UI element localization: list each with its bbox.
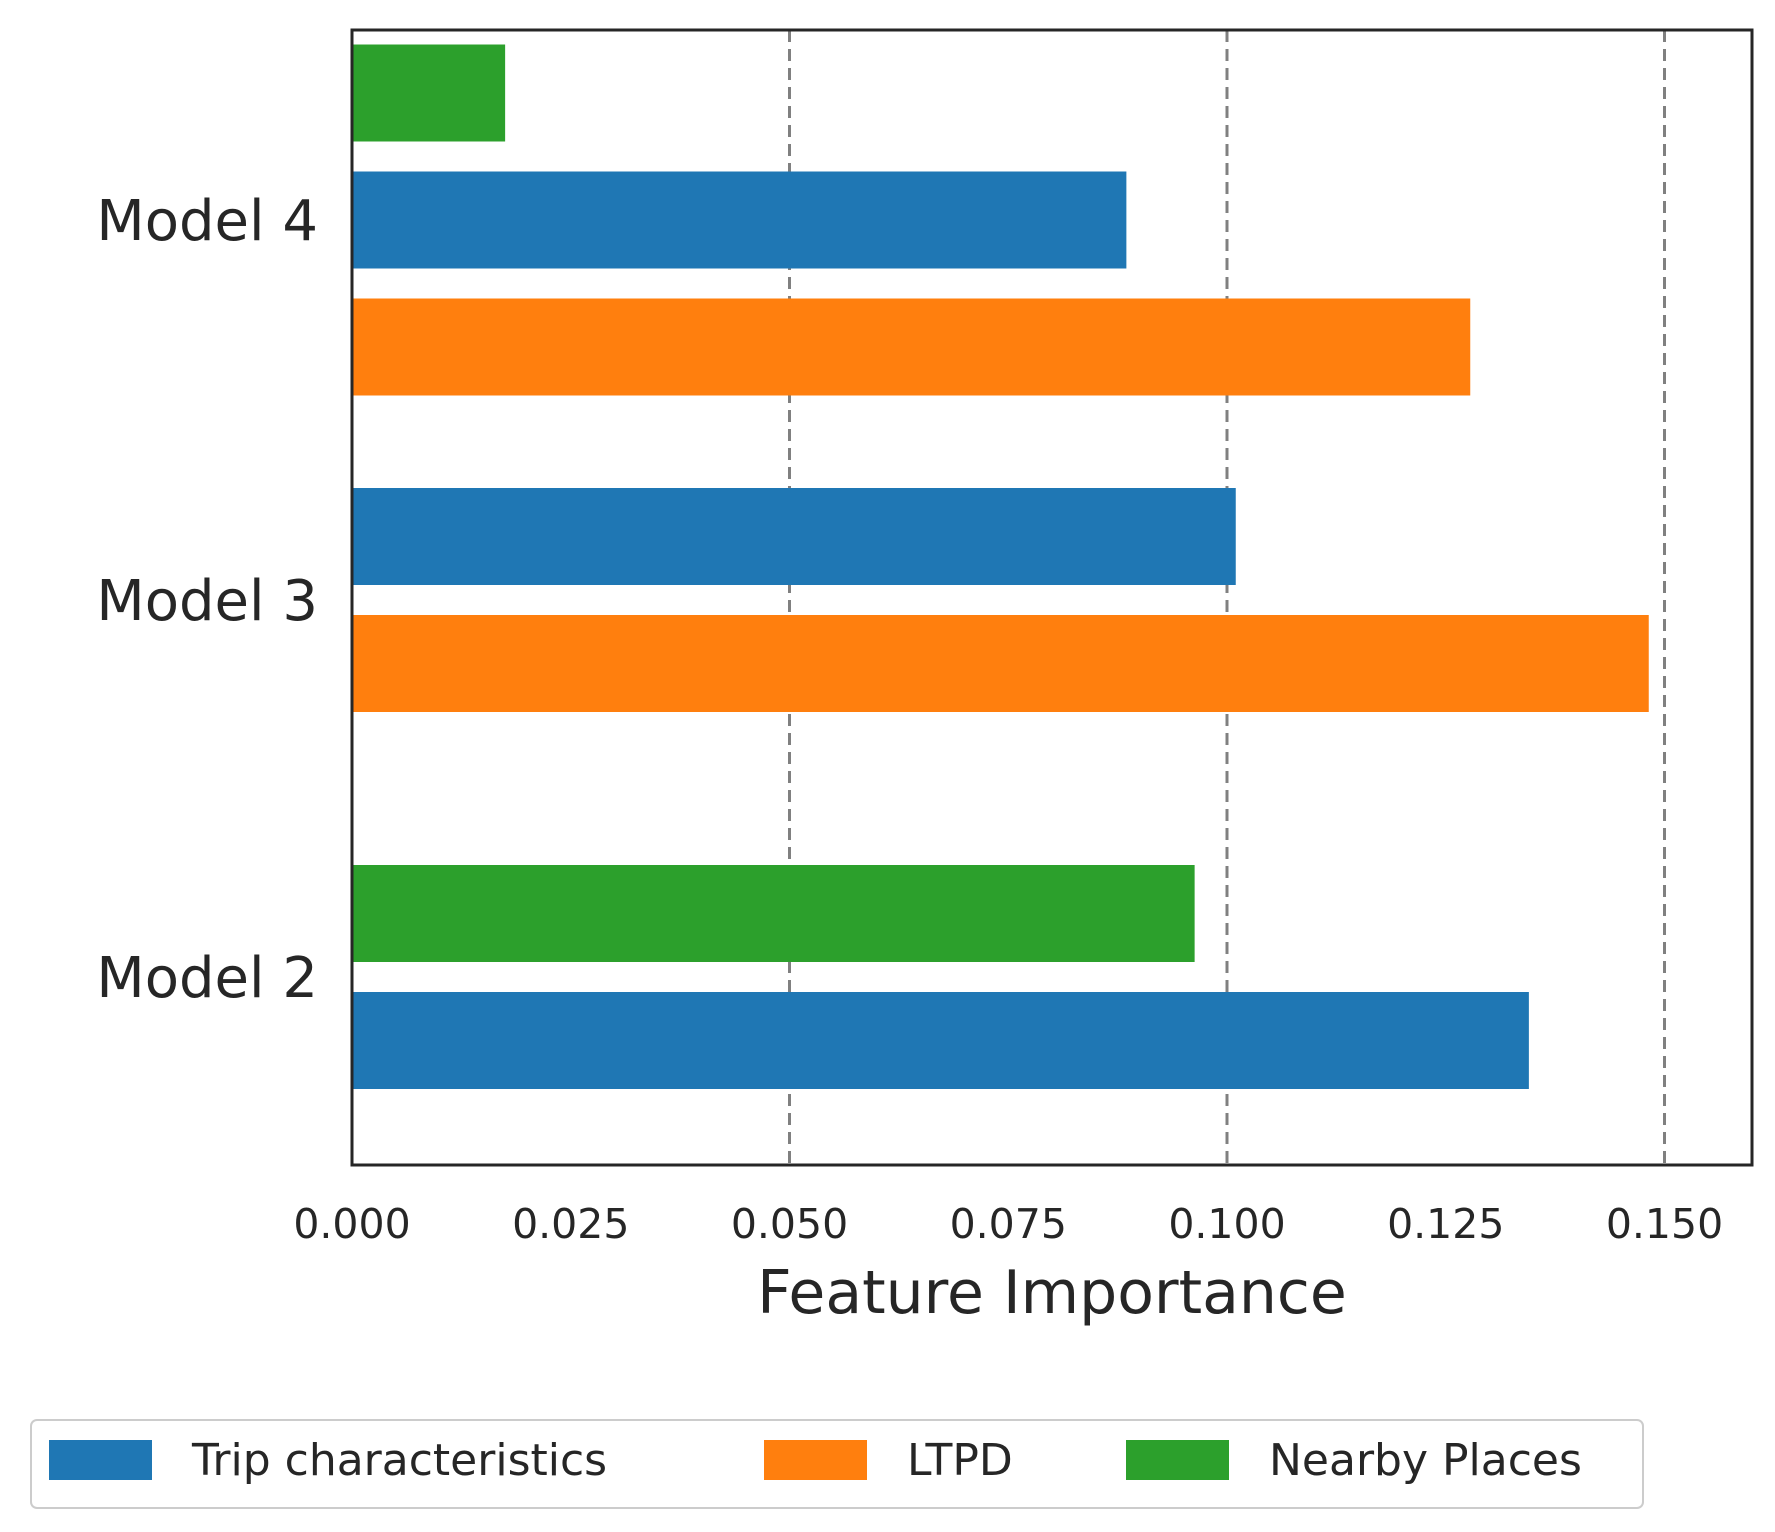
legend-swatch: [764, 1440, 867, 1480]
x-tick-label: 0.050: [731, 1200, 848, 1248]
bar-model-2-trip-characteristics: [352, 992, 1529, 1089]
x-tick-label: 0.150: [1606, 1200, 1723, 1248]
bar-model-3-trip-characteristics: [352, 488, 1236, 585]
x-tick-label: 0.025: [512, 1200, 629, 1248]
legend-swatch: [1126, 1440, 1229, 1480]
bar-model-2-nearby-places: [352, 865, 1195, 962]
legend: Trip characteristics LTPD Nearby Places: [30, 1419, 1644, 1509]
x-tick-label: 0.125: [1387, 1200, 1504, 1248]
y-tick-label: Model 2: [96, 946, 318, 1011]
legend-label: Nearby Places: [1269, 1435, 1582, 1486]
bar-model-4-ltpd: [352, 298, 1471, 396]
y-tick-label: Model 4: [96, 189, 318, 254]
x-tick-label: 0.100: [1168, 1200, 1285, 1248]
y-tick-label: Model 3: [96, 569, 318, 634]
y-tick-labels: Model 4 Model 3 Model 2: [96, 189, 318, 1011]
plot-frame: [350, 28, 1754, 1167]
x-tick-label: 0.075: [950, 1200, 1067, 1248]
bar-model-4-nearby-places: [352, 44, 506, 142]
legend-label: Trip characteristics: [191, 1435, 607, 1486]
legend-swatch: [49, 1440, 152, 1480]
bar-model-4-trip-characteristics: [352, 171, 1127, 269]
bars: [352, 44, 1649, 1089]
bar-model-3-ltpd: [352, 615, 1649, 712]
x-tick-label: 0.000: [293, 1200, 410, 1248]
x-tick-labels: 0.000 0.025 0.050 0.075 0.100 0.125 0.150: [293, 1200, 1723, 1248]
legend-label: LTPD: [907, 1435, 1013, 1486]
x-axis-label: Feature Importance: [757, 1258, 1347, 1328]
